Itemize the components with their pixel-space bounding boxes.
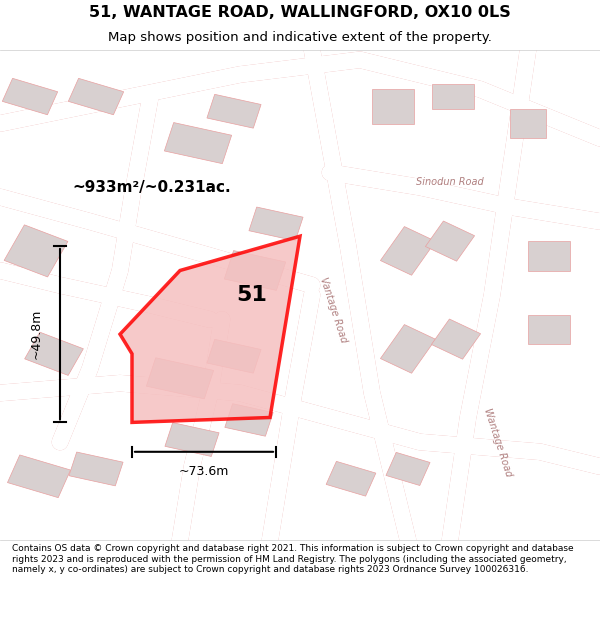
Text: Wantage Road: Wantage Road (482, 406, 514, 478)
Bar (326, 461, 376, 496)
Bar (380, 324, 436, 373)
Bar (164, 122, 232, 164)
Text: Sinodun Road: Sinodun Road (416, 177, 484, 187)
Bar (432, 84, 474, 109)
Bar (68, 78, 124, 115)
Text: 51: 51 (236, 285, 268, 305)
Bar (380, 227, 436, 275)
Text: Contains OS data © Crown copyright and database right 2021. This information is : Contains OS data © Crown copyright and d… (12, 544, 574, 574)
Bar (386, 452, 430, 486)
Text: ~73.6m: ~73.6m (179, 465, 229, 478)
Bar (25, 332, 83, 376)
Text: ~49.8m: ~49.8m (29, 309, 43, 359)
Bar (372, 89, 414, 124)
Bar (2, 78, 58, 115)
Bar (528, 241, 570, 271)
Bar (224, 251, 286, 291)
Bar (225, 404, 273, 436)
Bar (249, 207, 303, 241)
Bar (165, 422, 219, 456)
Polygon shape (120, 236, 300, 422)
Bar (146, 357, 214, 399)
Bar (69, 452, 123, 486)
Bar (425, 221, 475, 261)
Text: ~933m²/~0.231ac.: ~933m²/~0.231ac. (72, 180, 230, 195)
Bar (528, 314, 570, 344)
Bar (207, 339, 261, 373)
Text: Map shows position and indicative extent of the property.: Map shows position and indicative extent… (108, 31, 492, 44)
Bar (4, 225, 68, 277)
Bar (207, 94, 261, 128)
Bar (431, 319, 481, 359)
Text: 51, WANTAGE ROAD, WALLINGFORD, OX10 0LS: 51, WANTAGE ROAD, WALLINGFORD, OX10 0LS (89, 5, 511, 20)
Bar (510, 109, 546, 138)
Text: Vantage Road: Vantage Road (317, 276, 349, 344)
Bar (7, 455, 71, 498)
